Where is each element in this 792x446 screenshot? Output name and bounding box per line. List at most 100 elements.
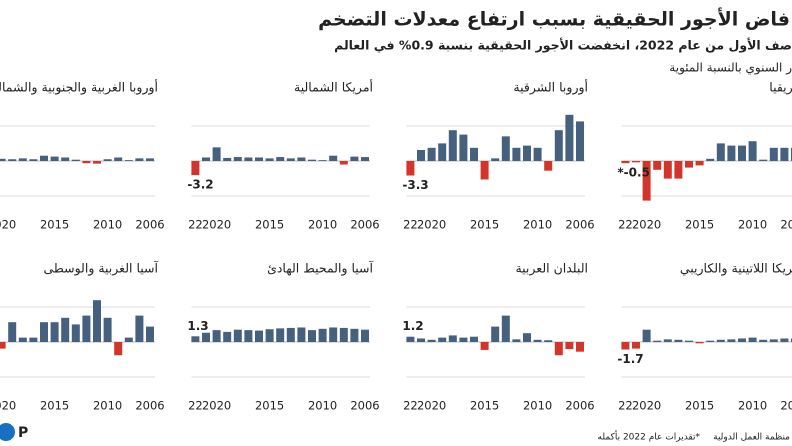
bar xyxy=(576,121,584,161)
x-tick-label: 2010 xyxy=(523,399,552,413)
bar xyxy=(470,147,478,161)
bar xyxy=(361,157,369,161)
x-tick-label: 22 xyxy=(188,218,203,232)
bar xyxy=(114,157,123,161)
bar xyxy=(695,342,704,344)
panel-title: أمريكا اللاتينية والكاريبي xyxy=(680,260,792,277)
bar xyxy=(748,141,757,161)
bar xyxy=(202,157,210,161)
bar xyxy=(212,147,221,161)
x-tick-label: 2015 xyxy=(470,218,499,232)
bar xyxy=(146,158,154,161)
bar xyxy=(780,338,789,342)
bar xyxy=(18,158,27,161)
bar xyxy=(565,114,574,161)
bar xyxy=(459,337,468,342)
x-tick-label: 22 xyxy=(403,218,418,232)
footnote: *تقديرات عام 2022 بأكمله xyxy=(598,430,701,443)
bar xyxy=(255,330,263,342)
bar xyxy=(0,158,6,161)
bar xyxy=(501,315,510,342)
bar xyxy=(339,161,348,165)
subtitle: صف الأول من عام 2022، انخفضت الأجور الحق… xyxy=(334,38,792,54)
bar xyxy=(674,161,683,179)
bar xyxy=(759,339,768,342)
bar xyxy=(427,339,436,342)
bar xyxy=(8,159,17,161)
bar xyxy=(350,156,359,161)
bar xyxy=(406,161,415,176)
bar xyxy=(308,330,316,342)
panel-title: أفريقيا xyxy=(769,79,792,96)
bar xyxy=(146,326,154,342)
x-tick-label: 2015 xyxy=(470,399,499,413)
bar xyxy=(191,336,200,342)
bar xyxy=(632,342,640,349)
panel-title: أمريكا الشمالية xyxy=(294,79,373,96)
bar xyxy=(621,161,630,164)
unit-note: ر السنوي بالنسبة المئوية xyxy=(669,61,792,76)
bar xyxy=(769,147,778,161)
x-tick-label: 2006 xyxy=(780,218,792,232)
x-tick-label: 2020 xyxy=(202,399,231,413)
bar xyxy=(244,330,253,342)
bar xyxy=(350,328,359,342)
x-tick-label: 2020 xyxy=(0,399,16,413)
bar xyxy=(512,147,521,161)
x-tick-label: 2010 xyxy=(93,218,122,232)
bar xyxy=(438,143,447,161)
panel-title: أوروبا الغربية والجنوبية والشمالية xyxy=(0,79,158,96)
bar xyxy=(50,156,59,161)
bar xyxy=(124,337,133,342)
bar xyxy=(769,339,778,342)
title: فاض الأجور الحقيقية بسبب ارتفاع معدلات ا… xyxy=(318,8,790,31)
value-label: 1.3 xyxy=(187,319,208,333)
bar xyxy=(0,342,6,349)
bar xyxy=(124,160,133,161)
logo-mark xyxy=(0,423,15,441)
value-label: -3.2 xyxy=(187,178,213,192)
x-tick-label: 2020 xyxy=(632,218,661,232)
bar xyxy=(544,161,553,171)
bar xyxy=(427,147,436,161)
panel-title: آسيا الغربية والوسطى xyxy=(43,261,158,277)
bar xyxy=(265,329,274,342)
bar xyxy=(297,327,306,342)
logo: P xyxy=(18,425,28,441)
bar xyxy=(695,161,704,166)
panel-title: آسيا والمحيط الهادئ xyxy=(267,261,373,277)
x-tick-label: 2010 xyxy=(93,399,122,413)
value-label: -3.3 xyxy=(402,178,428,192)
bar xyxy=(329,327,338,342)
x-tick-label: 2010 xyxy=(738,218,767,232)
bar xyxy=(40,155,48,161)
bar xyxy=(727,145,736,161)
bar xyxy=(93,300,101,342)
bar xyxy=(297,157,306,161)
bar xyxy=(448,335,457,342)
bar xyxy=(233,329,242,342)
x-tick-label: 2010 xyxy=(738,399,767,413)
bar xyxy=(318,160,327,161)
bar xyxy=(223,331,232,342)
x-tick-label: 2006 xyxy=(565,399,594,413)
bar xyxy=(29,159,38,161)
bar xyxy=(533,147,542,161)
bar xyxy=(406,336,415,342)
bar xyxy=(255,157,263,161)
bar xyxy=(738,145,746,161)
value-label: 1.2 xyxy=(402,319,423,333)
bar xyxy=(50,322,59,342)
bar xyxy=(223,157,232,161)
x-tick-label: 2006 xyxy=(350,399,379,413)
bar xyxy=(93,161,101,164)
bar xyxy=(438,337,447,342)
bar xyxy=(318,328,327,342)
bar xyxy=(361,329,369,342)
x-tick-label: 2015 xyxy=(685,218,714,232)
bar xyxy=(491,158,500,161)
bar xyxy=(523,333,531,342)
bar xyxy=(191,161,200,176)
bar xyxy=(233,157,242,161)
